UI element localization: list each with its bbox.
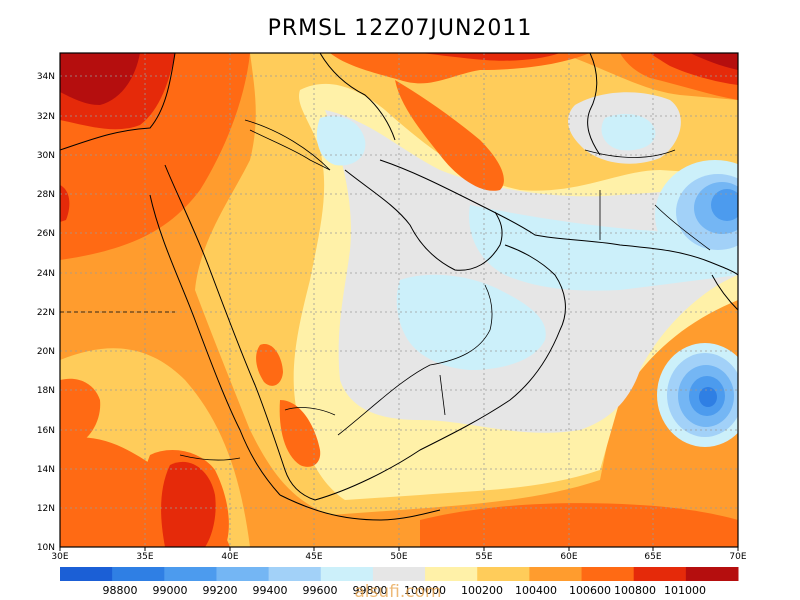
field-darkest-red-nw: [60, 53, 140, 105]
colorbar-label: 100400: [515, 584, 557, 597]
colorbar-swatch: [372, 567, 426, 581]
pressure-field: [60, 53, 738, 547]
colorbar-label: 100200: [461, 584, 503, 597]
x-tick-label: 35E: [136, 552, 153, 562]
field-red-south-sea: [420, 503, 738, 547]
colorbar-swatch: [581, 567, 635, 581]
x-axis: 30E 35E 40E 45E 50E 55E 60E 65E 70E: [51, 547, 747, 562]
field-red-sw-coast: [60, 378, 101, 445]
x-tick-label: 55E: [475, 552, 492, 562]
watermark: alsufi.com: [354, 582, 441, 600]
colorbar-label: 98800: [103, 584, 138, 597]
field-darkest-red-ne: [690, 53, 738, 70]
colorbar-swatch: [477, 567, 530, 581]
graticule: [60, 53, 738, 547]
y-tick-label: 26N: [37, 229, 55, 239]
x-tick-label: 40E: [221, 552, 238, 562]
y-tick-label: 22N: [37, 308, 55, 318]
colorbar-labels: 98800 99000 99200 99400 99600 99800 1000…: [103, 584, 707, 597]
field-light-blue-rubkhali: [396, 274, 546, 370]
x-tick-label: 50E: [390, 552, 407, 562]
colorbar: [60, 567, 739, 581]
y-axis: 10N 12N 14N 16N 18N 20N 22N 24N 26N 28N …: [37, 72, 55, 553]
field-red-n2: [395, 80, 504, 191]
low-pressure-arabian-sea: [657, 343, 738, 447]
map-title: PRMSL 12Z07JUN2011: [267, 16, 533, 41]
colorbar-label: 99000: [153, 584, 188, 597]
y-tick-label: 28N: [37, 190, 55, 200]
y-tick-label: 24N: [37, 269, 55, 279]
colorbar-label: 99200: [203, 584, 238, 597]
field-red-asir: [256, 344, 283, 386]
low-pressure-pakistan: [655, 160, 738, 270]
colorbar-swatch: [60, 567, 113, 581]
colorbar-swatch: [633, 567, 687, 581]
colorbar-label: 99600: [303, 584, 338, 597]
x-tick-label: 30E: [51, 552, 68, 562]
borders: [60, 119, 711, 461]
colorbar-swatch: [685, 567, 739, 581]
colorbar-label: 100800: [614, 584, 656, 597]
colorbar-label: 100000: [404, 584, 446, 597]
field-light-blue-ne: [601, 114, 656, 151]
y-tick-label: 10N: [37, 543, 55, 553]
y-tick-label: 18N: [37, 386, 55, 396]
field-dark-red-north: [420, 53, 560, 61]
colorbar-label: 99800: [353, 584, 388, 597]
x-tick-label: 45E: [305, 552, 322, 562]
y-tick-label: 14N: [37, 465, 55, 475]
y-tick-label: 34N: [37, 72, 55, 82]
y-tick-label: 16N: [37, 426, 55, 436]
y-tick-label: 12N: [37, 504, 55, 514]
colorbar-swatch: [216, 567, 270, 581]
colorbar-swatch: [112, 567, 165, 581]
colorbar-swatch: [529, 567, 583, 581]
colorbar-label: 99400: [253, 584, 288, 597]
colorbar-label: 100600: [569, 584, 611, 597]
colorbar-label: 101000: [664, 584, 706, 597]
x-tick-label: 70E: [729, 552, 746, 562]
y-tick-label: 32N: [37, 112, 55, 122]
field-light-blue-gulf: [469, 205, 738, 291]
colorbar-swatch: [320, 567, 374, 581]
y-tick-label: 20N: [37, 347, 55, 357]
coastlines: [60, 53, 738, 521]
field-dark-red-horn: [161, 461, 216, 547]
field-dark-red-west: [60, 185, 70, 222]
x-tick-label: 65E: [644, 552, 661, 562]
x-tick-label: 60E: [560, 552, 577, 562]
y-tick-label: 30N: [37, 151, 55, 161]
field-light-blue-nw: [316, 116, 366, 166]
colorbar-swatch: [425, 567, 478, 581]
colorbar-swatch: [164, 567, 217, 581]
colorbar-swatch: [268, 567, 322, 581]
field-red-yemen: [279, 400, 321, 467]
